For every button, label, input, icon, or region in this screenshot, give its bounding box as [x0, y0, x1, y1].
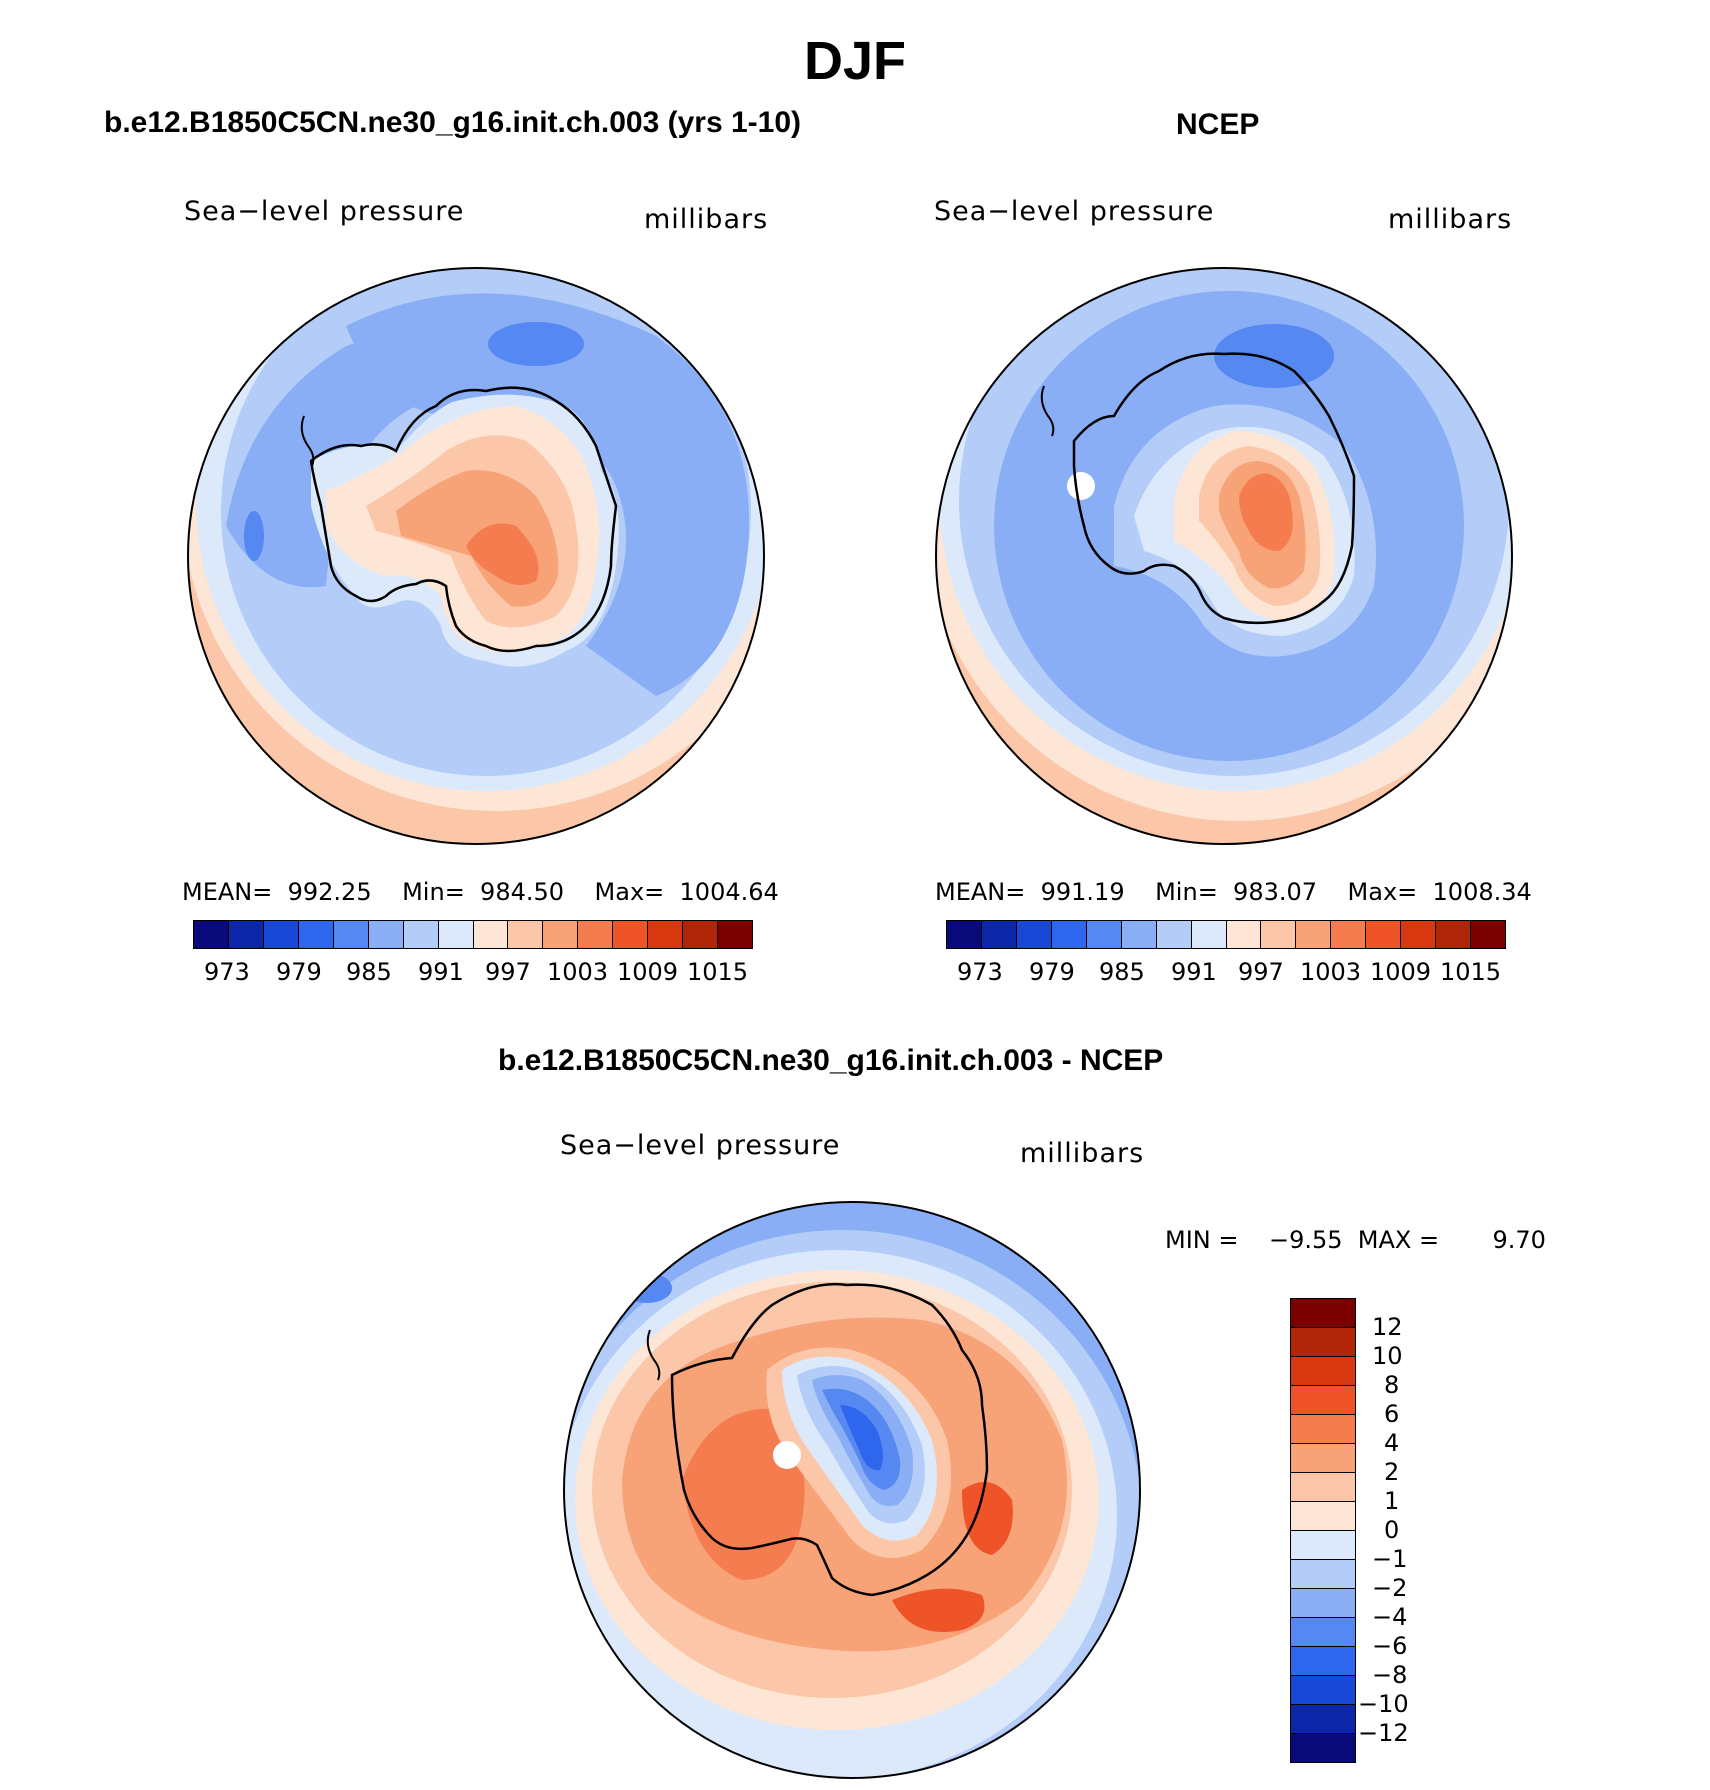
- model-variable-label: Sea−level pressure: [184, 196, 465, 227]
- colorbar-swatch: [1191, 921, 1227, 948]
- colorbar-swatch: [1016, 921, 1052, 948]
- colorbar-swatch: [543, 921, 579, 948]
- colorbar-swatch: [1366, 921, 1402, 948]
- colorbar-swatch: [1401, 921, 1437, 948]
- colorbar-swatch: [1291, 1560, 1355, 1589]
- colorbar-swatch: [228, 921, 264, 948]
- obs-polar-map: [935, 267, 1513, 845]
- colorbar-tick: 991: [1171, 958, 1217, 986]
- diff-case-title: b.e12.B1850C5CN.ne30_g16.init.ch.003 - N…: [498, 1044, 1164, 1077]
- colorbar-tick: 973: [204, 958, 250, 986]
- colorbar-swatch: [1291, 1734, 1355, 1762]
- colorbar-swatch: [1291, 1357, 1355, 1386]
- colorbar-tick: −10: [1358, 1690, 1409, 1718]
- colorbar-swatch: [578, 921, 614, 948]
- model-polar-map: [187, 267, 765, 845]
- diff-stats: MIN = −9.55 MAX = 9.70: [1165, 1226, 1546, 1254]
- colorbar-swatch: [1291, 1444, 1355, 1473]
- colorbar-swatch: [1291, 1531, 1355, 1560]
- colorbar-swatch: [1291, 1415, 1355, 1444]
- colorbar-tick: 4: [1384, 1429, 1400, 1457]
- colorbar-swatch: [333, 921, 369, 948]
- obs-case-title: NCEP: [1176, 108, 1260, 141]
- colorbar-tick: −1: [1372, 1545, 1408, 1573]
- colorbar-swatch: [1331, 921, 1367, 948]
- colorbar-swatch: [1291, 1676, 1355, 1705]
- obs-stats: MEAN= 991.19 Min= 983.07 Max= 1008.34: [935, 878, 1532, 906]
- colorbar-swatch: [1291, 1502, 1355, 1531]
- colorbar-tick: 2: [1384, 1458, 1400, 1486]
- colorbar-tick: 1015: [687, 958, 749, 986]
- colorbar-swatch: [1261, 921, 1297, 948]
- colorbar-tick: 979: [1029, 958, 1075, 986]
- colorbar-tick: 1: [1384, 1487, 1400, 1515]
- colorbar-swatch: [1226, 921, 1262, 948]
- figure-title: DJF: [803, 31, 906, 91]
- diff-variable-label: Sea−level pressure: [560, 1130, 841, 1161]
- colorbar-tick: 1003: [547, 958, 609, 986]
- colorbar-swatch: [1291, 1328, 1355, 1357]
- colorbar-swatch: [1436, 921, 1472, 948]
- colorbar-tick: −6: [1372, 1632, 1408, 1660]
- colorbar-swatch: [1291, 1705, 1355, 1734]
- obs-units-label: millibars: [1388, 204, 1513, 235]
- colorbar-tick: 979: [276, 958, 322, 986]
- colorbar-tick: 985: [346, 958, 392, 986]
- colorbar-swatch: [298, 921, 334, 948]
- colorbar-tick: 6: [1384, 1400, 1400, 1428]
- colorbar-swatch: [1051, 921, 1087, 948]
- model-case-title: b.e12.B1850C5CN.ne30_g16.init.ch.003 (yr…: [104, 106, 802, 139]
- colorbar-swatch: [438, 921, 474, 948]
- model-units-label: millibars: [644, 204, 769, 235]
- colorbar-swatch: [1156, 921, 1192, 948]
- colorbar-tick: −8: [1372, 1661, 1408, 1689]
- obs-variable-label: Sea−level pressure: [934, 196, 1215, 227]
- colorbar-swatch: [194, 921, 229, 948]
- colorbar-tick: 997: [1238, 958, 1284, 986]
- colorbar-tick: 8: [1384, 1371, 1400, 1399]
- colorbar-tick: −4: [1372, 1603, 1408, 1631]
- colorbar-swatch: [1296, 921, 1332, 948]
- model-stats: MEAN= 992.25 Min= 984.50 Max= 1004.64: [182, 878, 779, 906]
- colorbar-swatch: [1471, 921, 1505, 948]
- colorbar-swatch: [473, 921, 509, 948]
- colorbar-swatch: [1291, 1618, 1355, 1647]
- colorbar-tick: 1015: [1440, 958, 1502, 986]
- colorbar-swatch: [947, 921, 982, 948]
- colorbar-tick: 1009: [1370, 958, 1432, 986]
- colorbar-swatch: [1291, 1473, 1355, 1502]
- colorbar-tick: 997: [485, 958, 531, 986]
- colorbar-tick: 10: [1372, 1342, 1403, 1370]
- colorbar-tick: 1009: [617, 958, 679, 986]
- diff-units-label: millibars: [1020, 1138, 1145, 1169]
- colorbar-swatch: [981, 921, 1017, 948]
- colorbar-tick: 991: [418, 958, 464, 986]
- colorbar-swatch: [263, 921, 299, 948]
- obs-colorbar: [946, 920, 1506, 949]
- colorbar-swatch: [368, 921, 404, 948]
- colorbar-swatch: [613, 921, 649, 948]
- colorbar-swatch: [508, 921, 544, 948]
- colorbar-swatch: [1291, 1299, 1355, 1328]
- colorbar-tick: −2: [1372, 1574, 1408, 1602]
- colorbar-swatch: [683, 921, 719, 948]
- colorbar-tick: 973: [957, 958, 1003, 986]
- colorbar-swatch: [648, 921, 684, 948]
- colorbar-swatch: [1086, 921, 1122, 948]
- colorbar-swatch: [1291, 1589, 1355, 1618]
- colorbar-swatch: [403, 921, 439, 948]
- colorbar-tick: 0: [1384, 1516, 1400, 1544]
- colorbar-tick: 1003: [1300, 958, 1362, 986]
- colorbar-swatch: [1121, 921, 1157, 948]
- colorbar-swatch: [1291, 1647, 1355, 1676]
- colorbar-swatch: [718, 921, 752, 948]
- diff-colorbar: [1290, 1298, 1356, 1763]
- colorbar-swatch: [1291, 1386, 1355, 1415]
- diff-polar-map: [563, 1201, 1141, 1779]
- colorbar-tick: 985: [1099, 958, 1145, 986]
- colorbar-tick: −12: [1358, 1719, 1409, 1747]
- colorbar-tick: 12: [1372, 1313, 1403, 1341]
- model-colorbar: [193, 920, 753, 949]
